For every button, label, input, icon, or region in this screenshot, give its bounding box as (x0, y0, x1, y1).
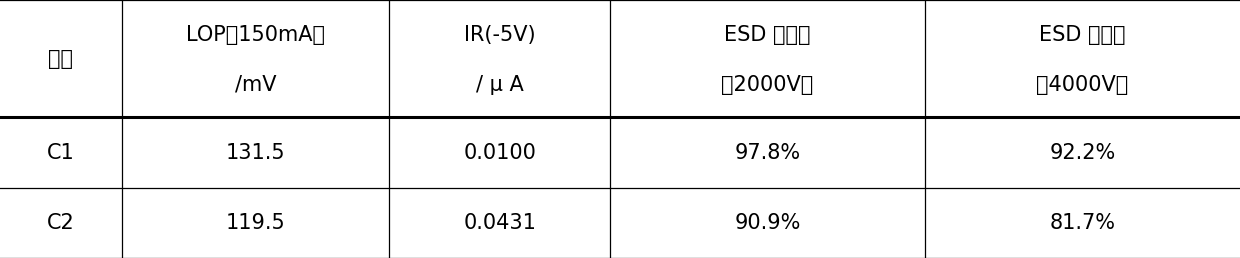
Text: IR(-5V): IR(-5V) (464, 25, 536, 45)
Text: 0.0431: 0.0431 (464, 213, 536, 233)
Text: ESD 通过率: ESD 通过率 (724, 25, 811, 45)
Text: ESD 通过率: ESD 通过率 (1039, 25, 1126, 45)
Text: 92.2%: 92.2% (1049, 142, 1116, 163)
Text: /mV: /mV (234, 75, 277, 94)
Text: 0.0100: 0.0100 (464, 142, 536, 163)
Text: （2000V）: （2000V） (722, 75, 813, 94)
Text: （4000V）: （4000V） (1037, 75, 1128, 94)
Text: C1: C1 (47, 142, 74, 163)
Text: LOP（150mA）: LOP（150mA） (186, 25, 325, 45)
Text: C2: C2 (47, 213, 74, 233)
Text: 131.5: 131.5 (226, 142, 285, 163)
Text: 样品: 样品 (48, 49, 73, 69)
Text: 90.9%: 90.9% (734, 213, 801, 233)
Text: / μ A: / μ A (476, 75, 523, 94)
Text: 81.7%: 81.7% (1049, 213, 1116, 233)
Text: 97.8%: 97.8% (734, 142, 801, 163)
Text: 119.5: 119.5 (226, 213, 285, 233)
